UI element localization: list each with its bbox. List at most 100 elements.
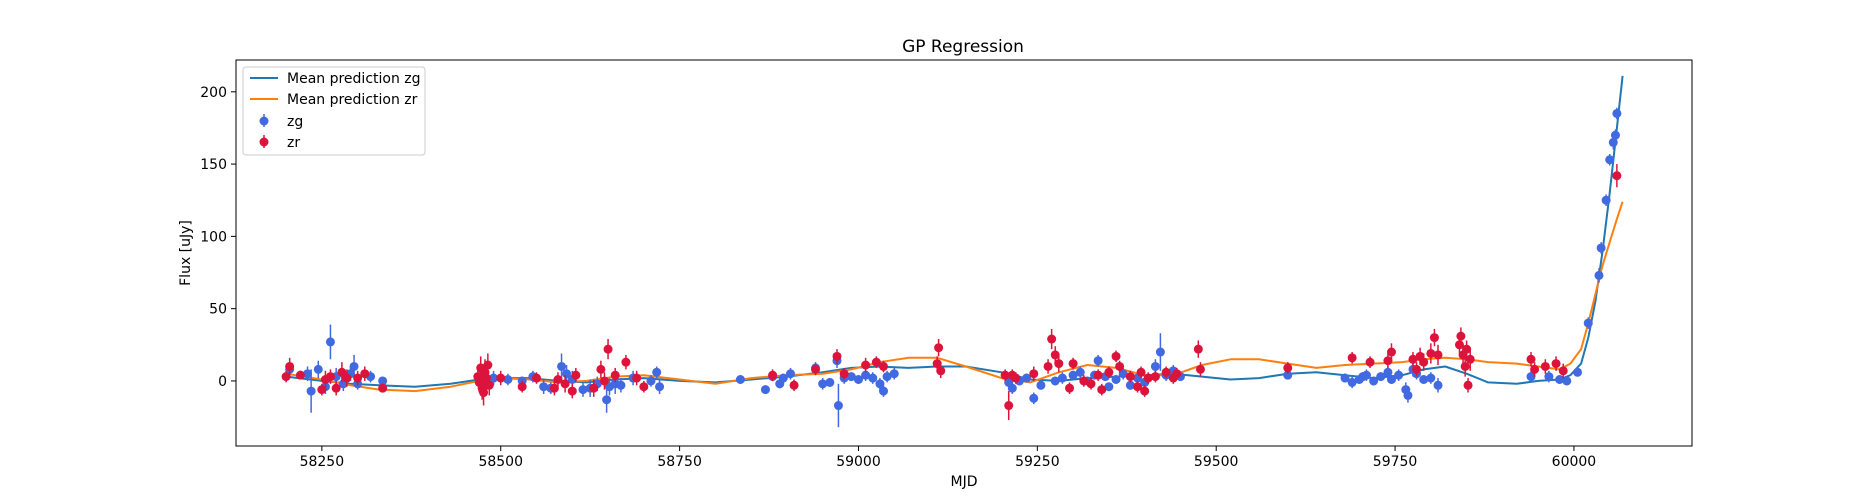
point-zg (853, 374, 863, 384)
point-zg (616, 380, 626, 390)
point-zr (1540, 361, 1550, 371)
point-zr (1193, 344, 1203, 354)
point-zr (479, 388, 489, 398)
point-zr (1283, 363, 1293, 373)
x-tick-label: 59750 (1373, 454, 1418, 470)
point-zg (1036, 380, 1046, 390)
point-zr (1115, 361, 1125, 371)
point-zr (1172, 369, 1182, 379)
point-zr (1029, 369, 1039, 379)
point-zg (303, 369, 313, 379)
point-zr (483, 360, 493, 370)
point-zr (1365, 357, 1375, 367)
point-zg (325, 337, 335, 347)
point-zr (1465, 354, 1475, 364)
point-zr (832, 351, 842, 361)
point-zg (1118, 369, 1128, 379)
point-zg (1383, 367, 1393, 377)
point-zg (785, 369, 795, 379)
point-zg (1093, 356, 1103, 366)
point-zr (571, 370, 581, 380)
point-zr (560, 379, 570, 389)
point-zr (1558, 366, 1568, 376)
point-zr (1054, 359, 1064, 369)
point-zr (1043, 361, 1053, 371)
point-zr (934, 343, 944, 353)
chart-title: GP Regression (902, 37, 1024, 57)
legend-label-mean-zr: Mean prediction zr (287, 92, 418, 108)
x-axis-ticks: 58250 58500 58750 59000 59250 59500 59750 60000 (300, 446, 1596, 470)
point-zr (1551, 359, 1561, 369)
point-zg (655, 382, 665, 392)
x-tick-label: 58750 (657, 454, 702, 470)
point-zr (936, 366, 946, 376)
point-zg (349, 361, 359, 371)
series-zr (281, 164, 1622, 420)
point-zg (825, 377, 835, 387)
point-zg (1111, 374, 1121, 384)
y-axis-label: Flux [uJy] (178, 220, 194, 286)
point-zr (1530, 364, 1540, 374)
point-zg (378, 376, 388, 386)
point-zg (1419, 374, 1429, 384)
y-tick-label: 150 (200, 157, 227, 173)
point-zr (789, 380, 799, 390)
y-axis-ticks: 0 50 100 150 200 (200, 85, 236, 390)
x-axis-label: MJD (951, 474, 978, 490)
point-zr (1408, 354, 1418, 364)
point-zr (517, 382, 527, 392)
point-zr (567, 386, 577, 396)
point-zr (1000, 370, 1010, 380)
point-zr (1161, 367, 1171, 377)
point-zr (317, 385, 327, 395)
point-zg (1433, 380, 1443, 390)
point-zr (1526, 354, 1536, 364)
point-zg (875, 379, 885, 389)
point-zr (589, 383, 599, 393)
x-tick-label: 58250 (300, 454, 345, 470)
point-zg (1573, 367, 1583, 377)
point-zg (1526, 372, 1536, 382)
y-tick-label: 0 (218, 374, 227, 390)
point-zg (602, 395, 612, 405)
point-zg (1029, 393, 1039, 403)
point-zg (557, 361, 567, 371)
point-zr (1462, 344, 1472, 354)
point-zr (1111, 351, 1121, 361)
point-zg (1155, 347, 1165, 357)
point-zr (632, 373, 642, 383)
axes-frame (235, 59, 1693, 447)
point-zr (281, 372, 291, 382)
point-zr (610, 370, 620, 380)
point-zg (1283, 370, 1293, 380)
x-tick-label: 58500 (478, 454, 523, 470)
point-zg (1394, 370, 1404, 380)
point-zg (1376, 372, 1386, 382)
point-zr (484, 380, 494, 390)
point-zg (1022, 373, 1032, 383)
x-tick-label: 59500 (1194, 454, 1239, 470)
point-zg (1125, 380, 1135, 390)
point-zr (1065, 383, 1075, 393)
legend-marker-zr (259, 137, 269, 147)
point-zr (553, 374, 563, 384)
point-zg (1075, 367, 1085, 377)
point-zr (603, 344, 613, 354)
point-zr (1433, 350, 1443, 360)
point-zg (1369, 376, 1379, 386)
x-tick-label: 59000 (836, 454, 881, 470)
point-zr (1612, 171, 1622, 181)
point-zr (1086, 379, 1096, 389)
point-zg (1605, 155, 1615, 165)
point-zr (768, 370, 778, 380)
point-zg (868, 373, 878, 383)
point-zg (778, 373, 788, 383)
point-zg (1068, 370, 1078, 380)
point-zr (1136, 367, 1146, 377)
point-zr (378, 383, 388, 393)
y-tick-label: 50 (209, 302, 227, 318)
point-zg (1594, 270, 1604, 280)
point-zr (1140, 386, 1150, 396)
point-zg (503, 374, 513, 384)
